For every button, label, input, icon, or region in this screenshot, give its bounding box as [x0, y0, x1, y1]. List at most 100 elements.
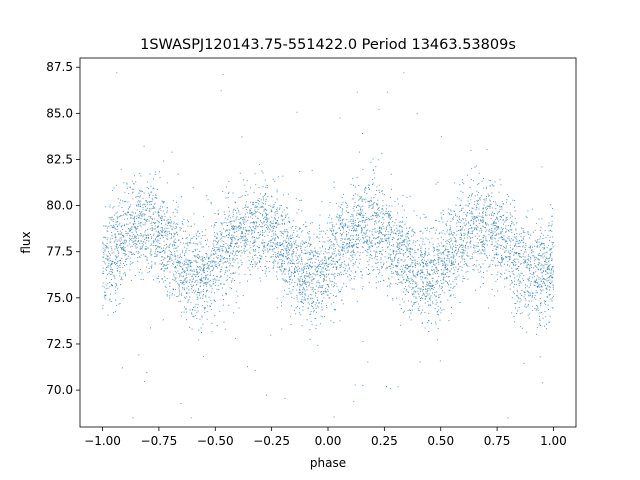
data-point	[341, 262, 343, 263]
data-point	[277, 224, 279, 226]
data-point	[434, 270, 436, 272]
data-point	[227, 275, 229, 277]
data-point	[277, 176, 279, 178]
data-point	[437, 257, 439, 258]
data-point	[287, 193, 289, 195]
data-point	[336, 223, 338, 225]
data-point	[511, 280, 512, 282]
data-point	[307, 295, 309, 297]
data-point	[388, 284, 390, 286]
data-point	[497, 254, 499, 256]
data-point	[358, 220, 360, 222]
data-point	[405, 279, 407, 281]
data-point	[432, 301, 433, 303]
data-point	[487, 257, 489, 259]
data-point	[102, 243, 104, 244]
data-point	[413, 210, 415, 212]
data-point	[324, 256, 325, 258]
data-point	[502, 229, 504, 231]
data-point	[401, 241, 403, 243]
data-point	[111, 227, 113, 229]
data-point	[509, 212, 511, 214]
data-point	[247, 233, 249, 235]
data-point	[301, 263, 303, 265]
data-point	[206, 263, 208, 265]
data-point	[391, 273, 393, 274]
data-point	[471, 256, 473, 258]
data-point	[285, 256, 286, 258]
data-point	[373, 215, 375, 217]
data-point	[150, 208, 152, 210]
data-point	[391, 227, 393, 229]
data-point	[330, 281, 332, 283]
data-point	[310, 298, 312, 300]
data-point	[164, 251, 166, 253]
data-point	[284, 247, 286, 249]
data-point	[244, 240, 246, 242]
data-point	[146, 187, 148, 189]
data-point	[264, 236, 266, 237]
data-point	[329, 297, 331, 299]
data-point	[181, 222, 183, 224]
data-point	[146, 235, 148, 236]
data-point	[210, 203, 212, 205]
data-point	[449, 233, 451, 235]
data-point	[410, 301, 412, 303]
data-point	[266, 227, 267, 228]
data-point	[316, 266, 318, 268]
data-point	[148, 268, 150, 270]
data-point	[159, 207, 161, 209]
data-point	[509, 265, 511, 267]
data-point	[362, 209, 363, 211]
data-point	[388, 216, 390, 218]
data-point	[327, 294, 329, 296]
data-point	[485, 188, 487, 189]
data-point	[450, 283, 452, 285]
data-point	[306, 298, 308, 300]
data-point	[467, 271, 469, 273]
data-point	[275, 242, 277, 244]
data-point	[210, 303, 212, 305]
data-point	[434, 308, 436, 310]
data-point	[452, 218, 454, 219]
data-point	[392, 264, 394, 266]
data-point	[386, 91, 388, 93]
data-point	[131, 236, 133, 238]
data-point	[430, 228, 432, 230]
data-point	[105, 277, 107, 279]
data-point	[220, 222, 222, 224]
data-point	[148, 215, 150, 217]
data-point	[357, 266, 359, 268]
data-point	[445, 248, 446, 250]
data-point	[167, 260, 169, 262]
data-point	[477, 200, 479, 201]
data-point	[398, 233, 399, 235]
data-point	[330, 255, 332, 257]
data-point	[376, 211, 378, 213]
data-point	[512, 199, 514, 201]
data-point	[320, 315, 322, 317]
data-point	[534, 265, 536, 267]
data-point	[428, 312, 430, 314]
data-point	[330, 241, 332, 243]
data-point	[471, 207, 473, 209]
data-point	[520, 272, 522, 274]
data-point	[330, 260, 332, 261]
data-point	[207, 274, 209, 276]
data-point	[471, 193, 473, 195]
data-point	[351, 213, 353, 215]
data-point	[345, 265, 347, 267]
data-point	[310, 222, 312, 224]
data-point	[106, 246, 108, 248]
data-point	[398, 247, 400, 249]
data-point	[475, 289, 477, 291]
data-point	[519, 313, 521, 315]
data-point	[410, 319, 412, 321]
data-point	[417, 248, 419, 250]
data-point	[399, 304, 401, 306]
data-point	[470, 149, 472, 151]
data-point	[176, 264, 178, 266]
data-point	[163, 281, 165, 283]
data-point	[113, 275, 115, 277]
data-point	[543, 278, 545, 280]
